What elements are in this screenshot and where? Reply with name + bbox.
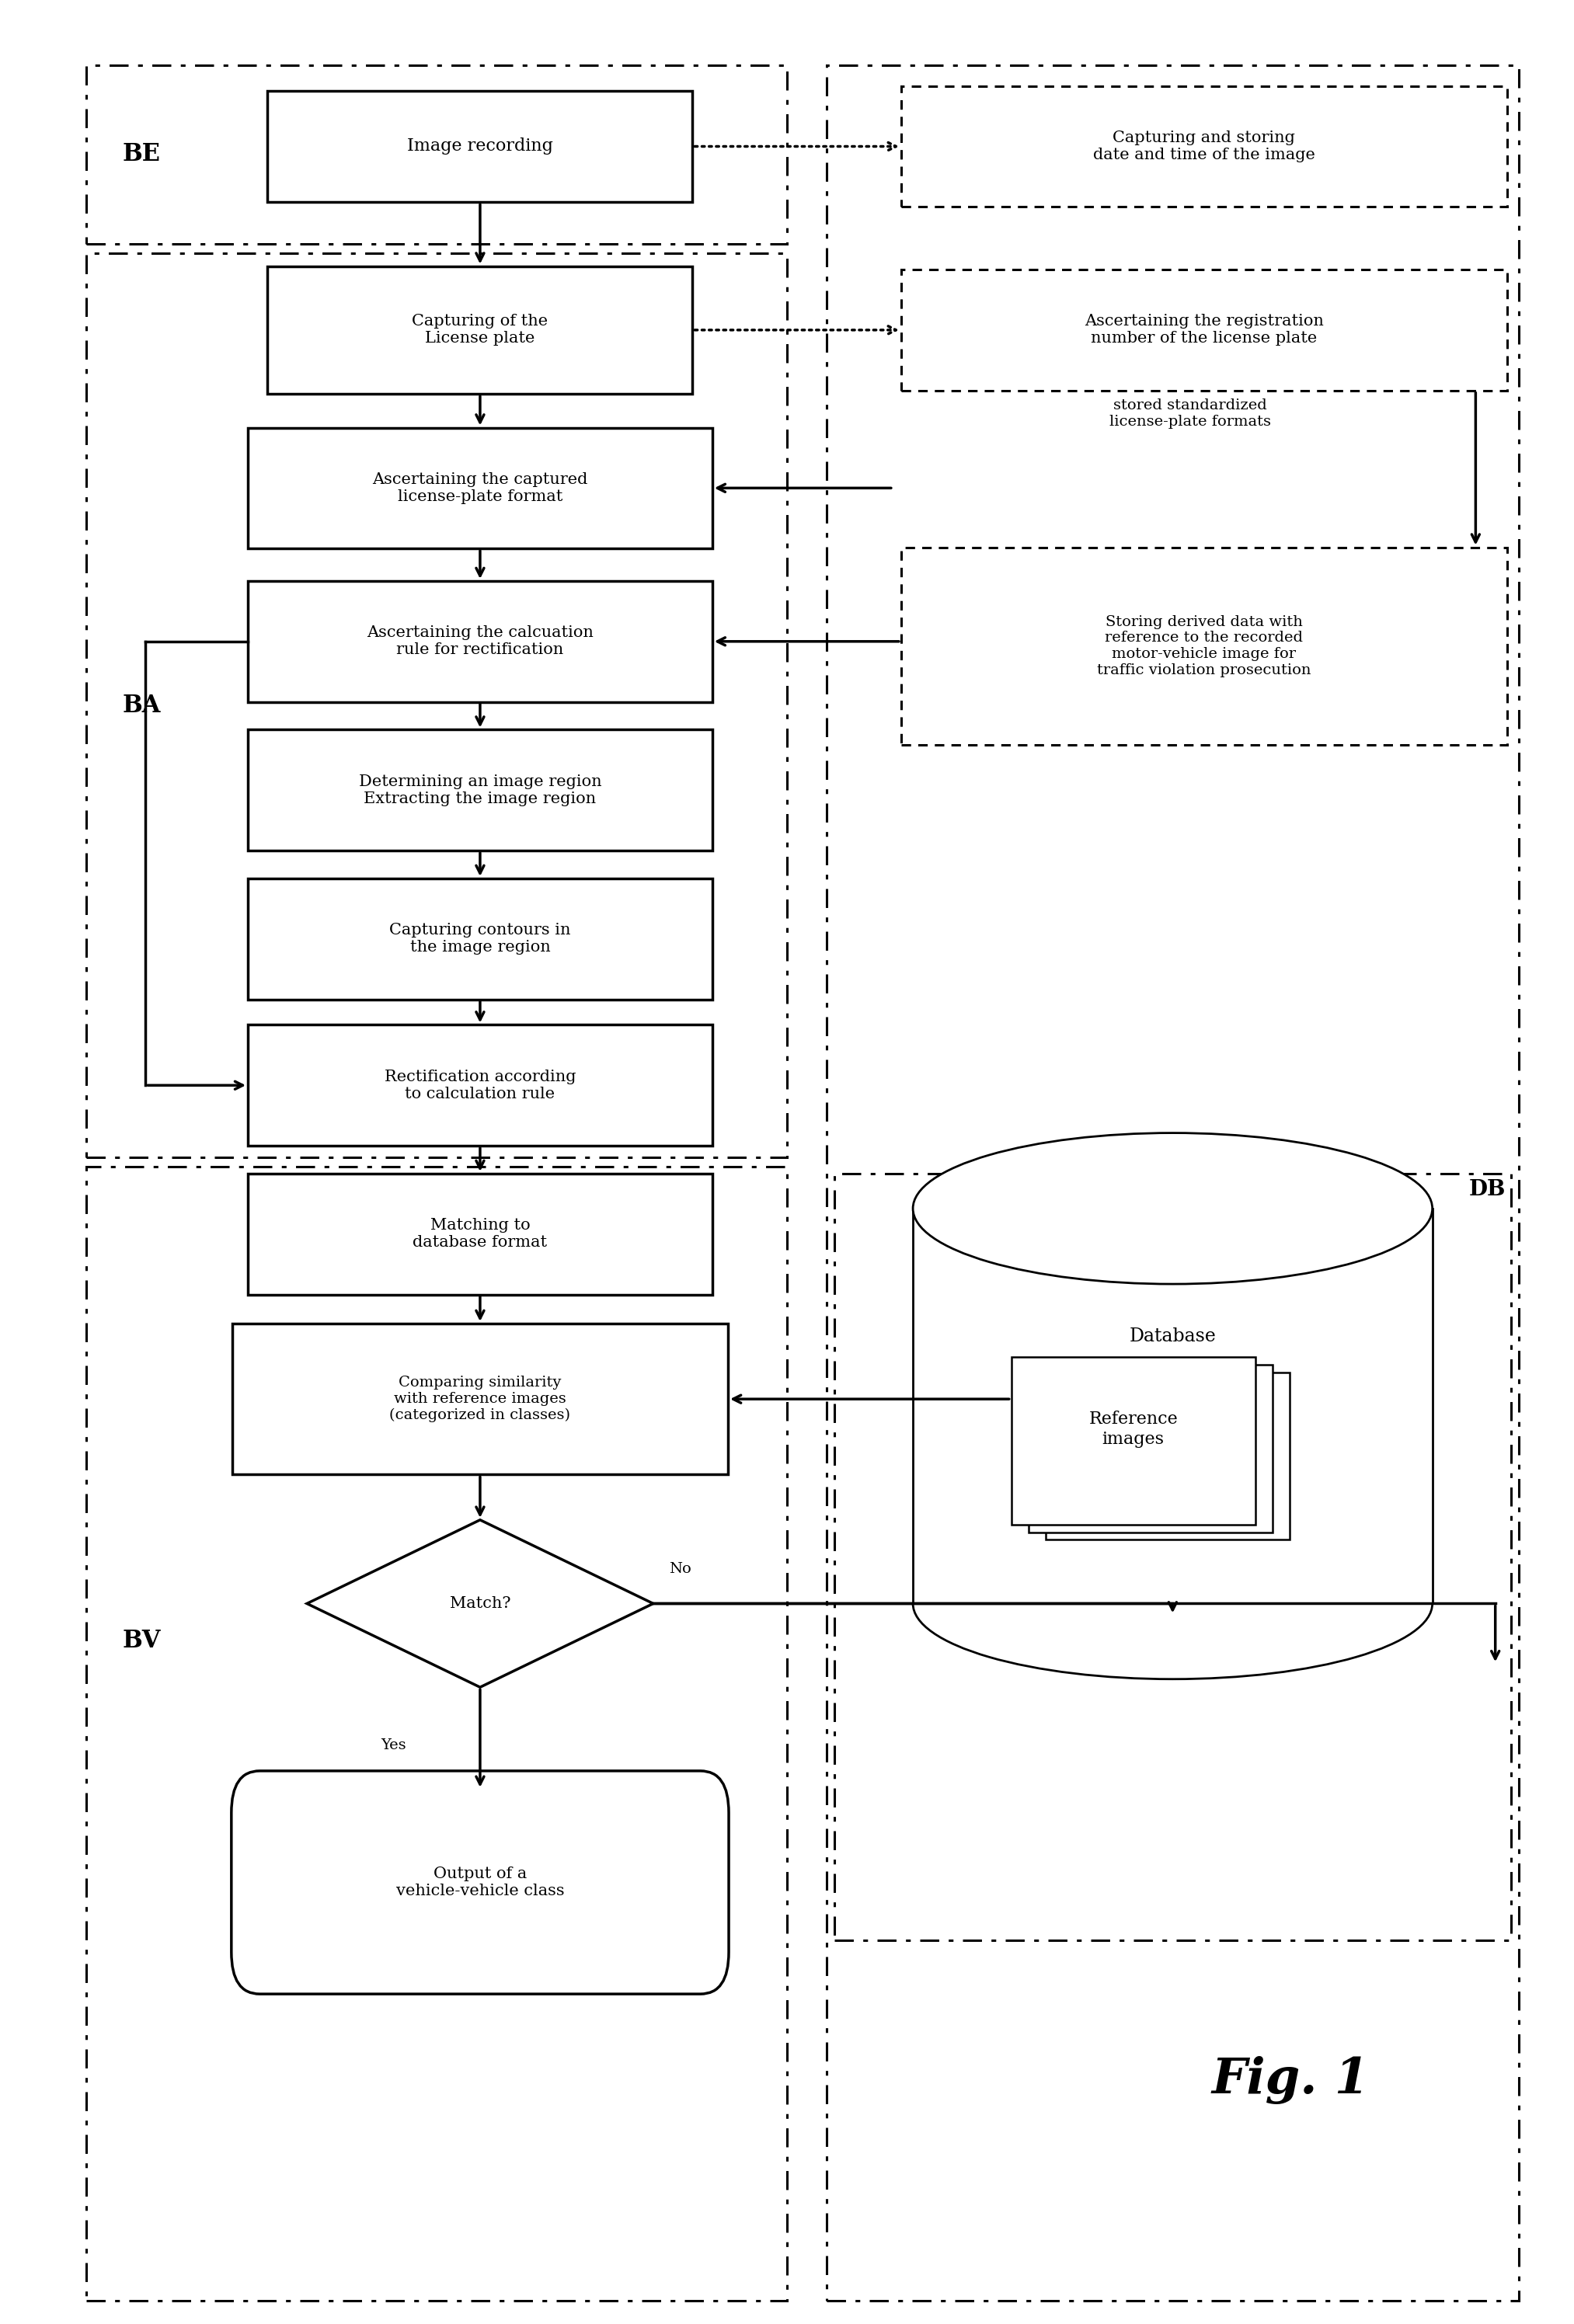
- Bar: [249, 878, 713, 999]
- Bar: [902, 86, 1508, 207]
- Text: BE: BE: [123, 142, 161, 167]
- Text: Ascertaining the calcuation
rule for rectification: Ascertaining the calcuation rule for rec…: [367, 625, 593, 658]
- Bar: [1045, 1373, 1291, 1541]
- Text: Output of a
vehicle-vehicle class: Output of a vehicle-vehicle class: [397, 1866, 563, 1899]
- Bar: [902, 270, 1508, 390]
- Bar: [233, 1322, 729, 1473]
- Bar: [249, 1025, 713, 1146]
- Bar: [249, 1174, 713, 1294]
- Bar: [249, 428, 713, 548]
- Text: Determining an image region
Extracting the image region: Determining an image region Extracting t…: [359, 774, 601, 806]
- Text: Ascertaining the captured
license-plate format: Ascertaining the captured license-plate …: [373, 472, 587, 504]
- Text: Storing derived data with
reference to the recorded
motor-vehicle image for
traf: Storing derived data with reference to t…: [1097, 616, 1311, 676]
- Text: Capturing of the
License plate: Capturing of the License plate: [412, 314, 548, 346]
- Bar: [902, 548, 1508, 744]
- Bar: [268, 267, 693, 393]
- Text: Database: Database: [1129, 1327, 1217, 1346]
- Text: Image recording: Image recording: [408, 137, 552, 156]
- Text: Reference
images: Reference images: [1089, 1411, 1177, 1448]
- Text: Matching to
database format: Matching to database format: [412, 1218, 548, 1250]
- Bar: [249, 730, 713, 851]
- Bar: [834, 1174, 1511, 1941]
- Text: Rectification according
to calculation rule: Rectification according to calculation r…: [384, 1069, 576, 1102]
- Text: stored standardized
license-plate formats: stored standardized license-plate format…: [1110, 400, 1272, 428]
- Text: Yes: Yes: [381, 1738, 406, 1752]
- Bar: [87, 253, 787, 1157]
- Text: BV: BV: [123, 1629, 161, 1652]
- Text: BA: BA: [123, 693, 161, 718]
- Text: Comparing similarity
with reference images
(categorized in classes): Comparing similarity with reference imag…: [389, 1376, 571, 1422]
- Bar: [87, 65, 787, 244]
- Bar: [87, 1167, 787, 2301]
- Text: No: No: [669, 1562, 691, 1576]
- Bar: [1012, 1357, 1256, 1525]
- FancyBboxPatch shape: [231, 1771, 729, 1994]
- Text: Match?: Match?: [450, 1597, 510, 1611]
- Text: DB: DB: [1469, 1178, 1506, 1202]
- Bar: [1029, 1364, 1272, 1532]
- Bar: [826, 65, 1519, 2301]
- Text: Fig. 1: Fig. 1: [1212, 2057, 1369, 2103]
- Text: Capturing and storing
date and time of the image: Capturing and storing date and time of t…: [1092, 130, 1316, 163]
- Polygon shape: [307, 1520, 653, 1687]
- Bar: [268, 91, 693, 202]
- Text: Capturing contours in
the image region: Capturing contours in the image region: [389, 923, 571, 955]
- Bar: [249, 581, 713, 702]
- Text: Ascertaining the registration
number of the license plate: Ascertaining the registration number of …: [1084, 314, 1324, 346]
- Ellipse shape: [913, 1132, 1432, 1285]
- Bar: [913, 1208, 1432, 1604]
